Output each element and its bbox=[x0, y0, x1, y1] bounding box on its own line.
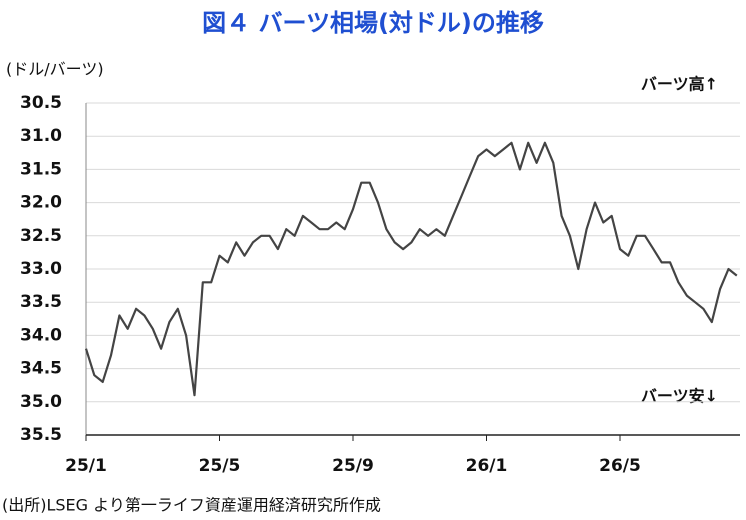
x-tick-label: 25/5 bbox=[199, 456, 241, 476]
y-tick-label: 32.0 bbox=[20, 193, 62, 213]
y-tick-label: 31.5 bbox=[20, 159, 62, 179]
y-tick-label: 32.5 bbox=[20, 226, 62, 246]
x-tick-label: 26/1 bbox=[466, 456, 508, 476]
y-tick-label: 33.5 bbox=[20, 292, 62, 312]
y-axis-label: (ドル/バーツ) bbox=[6, 60, 104, 79]
y-tick-label: 35.5 bbox=[20, 425, 62, 445]
data-line bbox=[84, 141, 738, 397]
y-tick-label: 30.5 bbox=[20, 93, 62, 113]
x-tick-label: 25/1 bbox=[65, 456, 107, 476]
annotation: バーツ安↓ bbox=[641, 387, 718, 406]
y-tick-label: 31.0 bbox=[20, 126, 62, 146]
chart-title: 図４ バーツ相場(対ドル)の推移 bbox=[202, 9, 544, 37]
source-note: (出所)LSEG より第一ライフ資産運用経済研究所作成 bbox=[2, 496, 381, 515]
annotation: バーツ高↑ bbox=[641, 75, 718, 94]
y-tick-label: 34.0 bbox=[20, 325, 62, 345]
y-tick-label: 34.5 bbox=[20, 359, 62, 379]
y-tick-label: 33.0 bbox=[20, 259, 62, 279]
x-tick-label: 26/5 bbox=[599, 456, 641, 476]
x-tick-label: 25/9 bbox=[332, 456, 374, 476]
y-tick-label: 35.0 bbox=[20, 392, 62, 412]
